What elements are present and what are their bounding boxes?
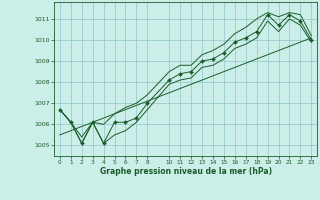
X-axis label: Graphe pression niveau de la mer (hPa): Graphe pression niveau de la mer (hPa) bbox=[100, 167, 272, 176]
